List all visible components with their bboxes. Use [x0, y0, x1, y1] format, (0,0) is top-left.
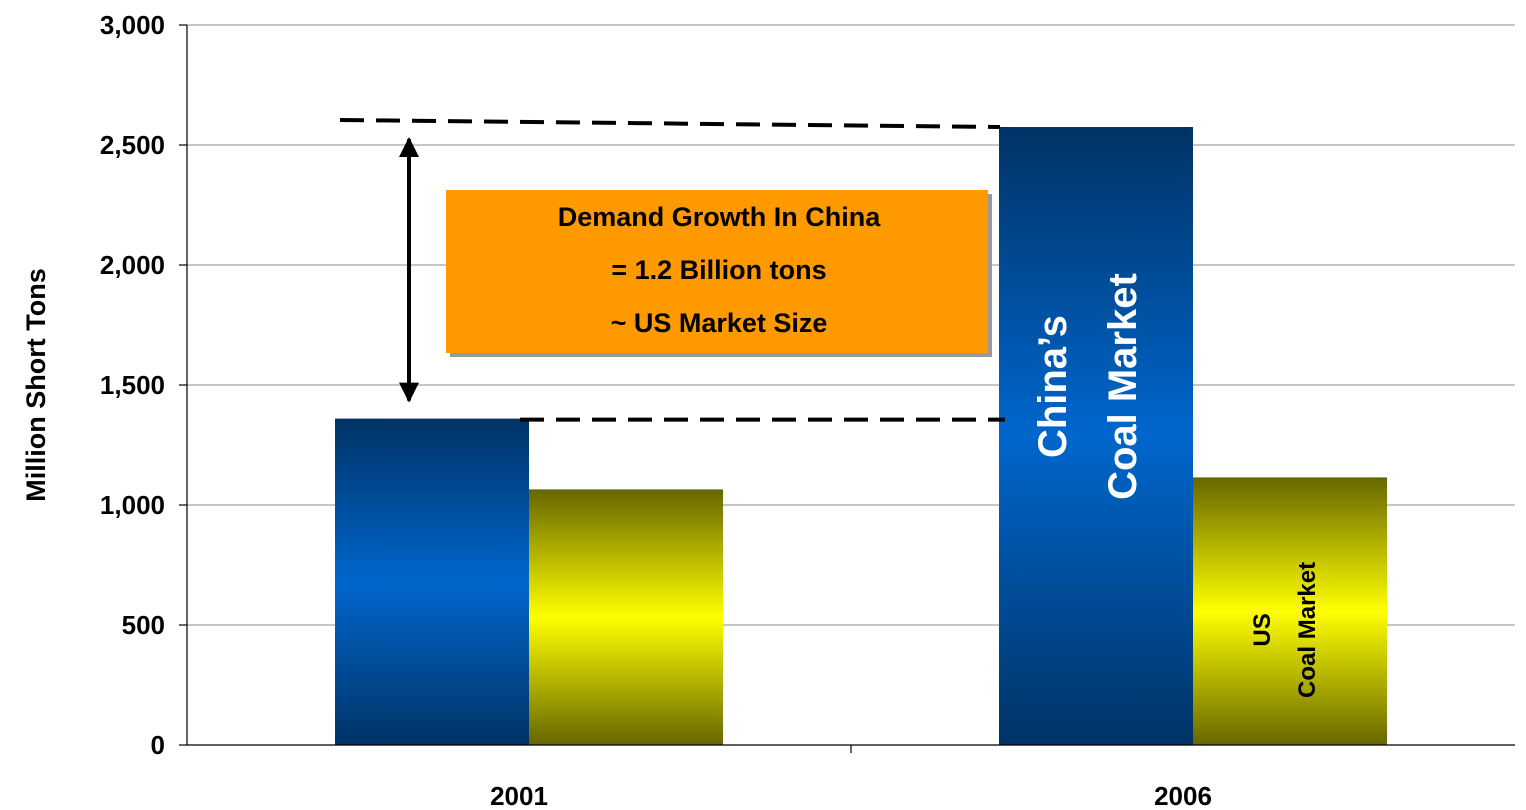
y-tick-label: 2,000	[100, 250, 165, 280]
bar-2006-series1	[999, 127, 1193, 745]
y-tick-label: 2,500	[100, 130, 165, 160]
bar-2006-series2	[1193, 477, 1387, 745]
y-tick-label: 0	[151, 730, 165, 760]
callout-line: ~ US Market Size	[611, 308, 828, 338]
callout-line: = 1.2 Billion tons	[611, 255, 826, 285]
us-bar-label: Coal Market	[1294, 562, 1321, 698]
y-tick-label: 1,500	[100, 370, 165, 400]
axes: 0 500 1,000 1,500 2,000 2,500 3,000 2001 2006 Mil…	[21, 10, 1515, 810]
bar-2001-series2	[529, 489, 723, 745]
annotation: Demand Growth In China = 1.2 Billion tons…	[339, 118, 1005, 422]
bar-2001-series1	[335, 418, 529, 745]
callout-line: Demand Growth In China	[558, 202, 881, 232]
us-bar-label: US	[1249, 613, 1276, 646]
x-tick-label: 2001	[490, 781, 548, 810]
x-tick-label: 2006	[1154, 781, 1212, 810]
y-tick-label: 3,000	[100, 10, 165, 40]
bars: China’s Coal Market US Coal Market	[335, 127, 1387, 745]
y-tick-label: 500	[122, 610, 165, 640]
callout-box	[446, 190, 988, 353]
y-axis-title: Million Short Tons	[21, 268, 51, 501]
china-bar-label: China’s	[1031, 315, 1075, 458]
china-bar-label: Coal Market	[1101, 273, 1145, 500]
y-tick-label: 1,000	[100, 490, 165, 520]
dashed-line-top	[339, 118, 1001, 129]
